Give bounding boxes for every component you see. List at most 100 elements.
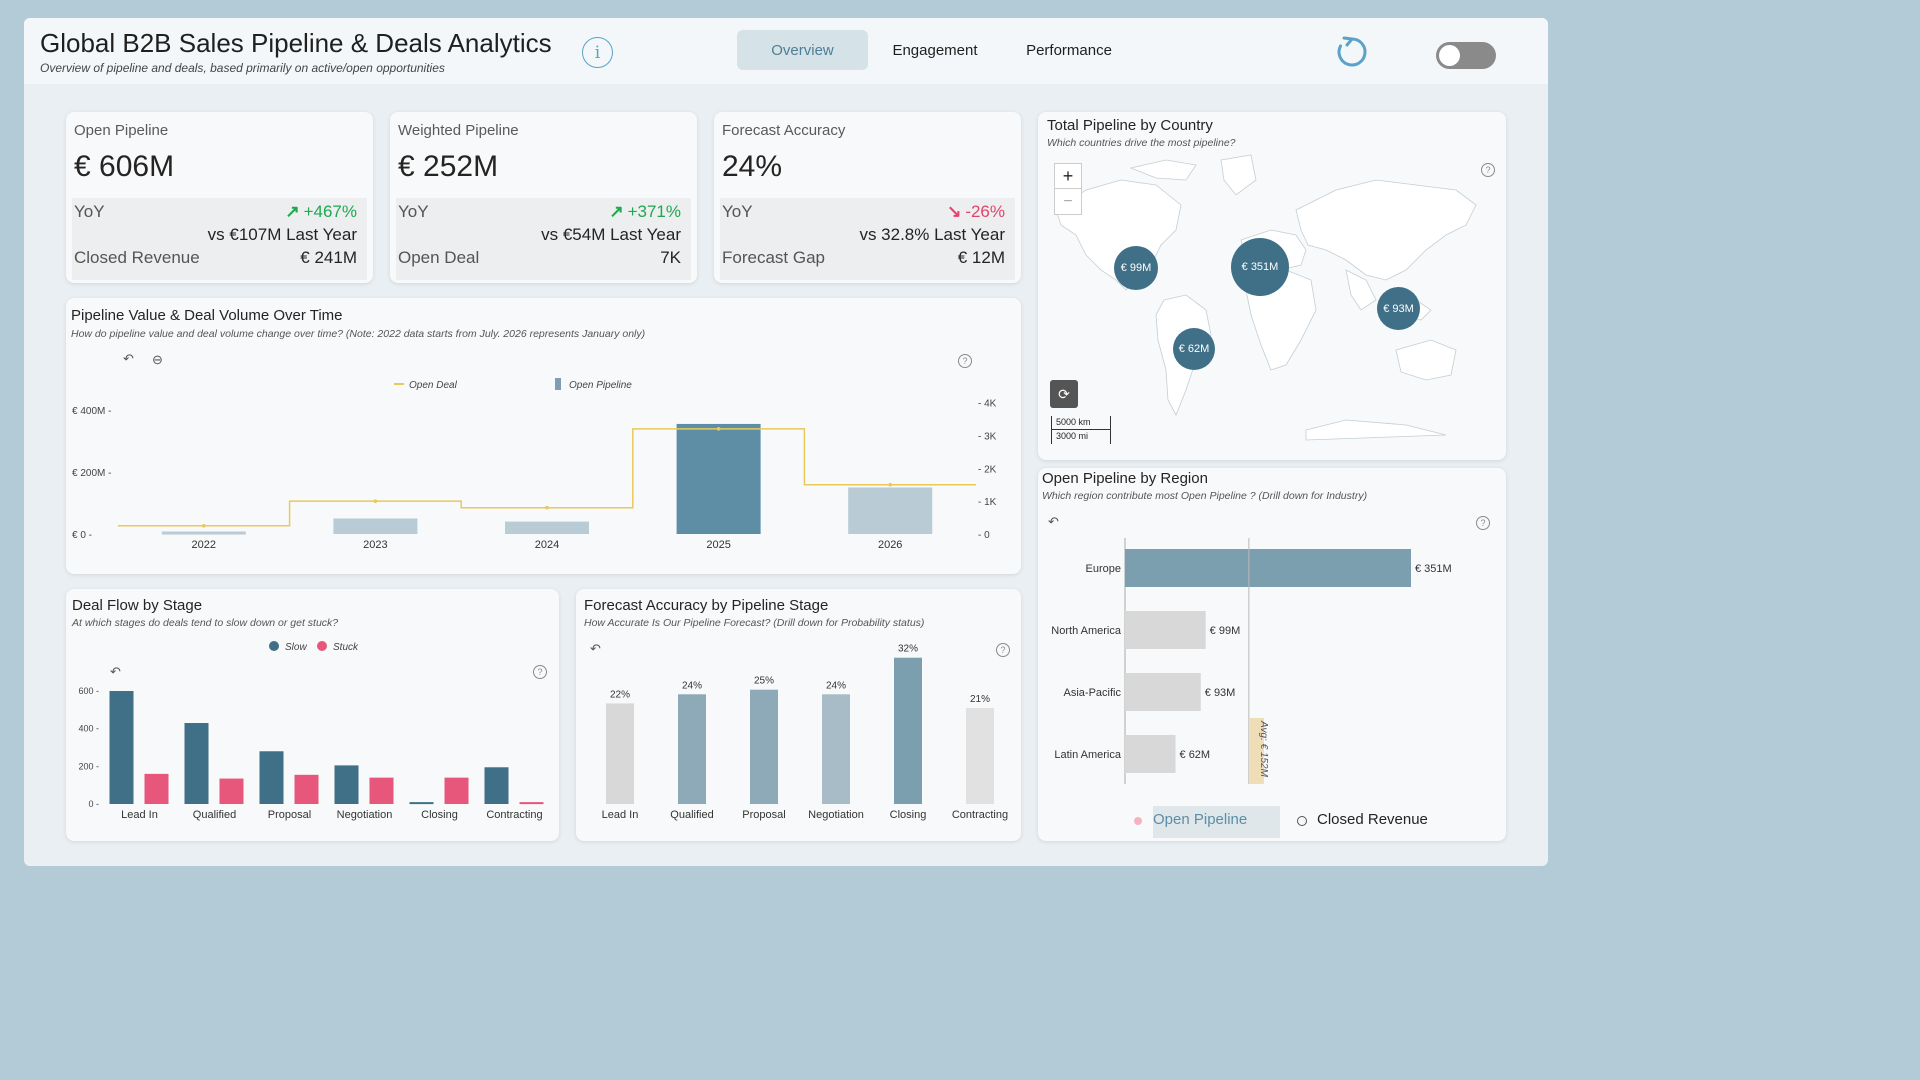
region-bar — [1125, 735, 1176, 773]
arrow-up-icon: ↗ — [609, 202, 624, 221]
x-tick-label: 2026 — [878, 539, 902, 551]
legend-open-pipeline-highlight — [1153, 806, 1280, 838]
region-card: Open Pipeline by Region Which region con… — [1038, 468, 1506, 841]
toggle-knob — [1439, 45, 1460, 66]
page-title: Global B2B Sales Pipeline & Deals Analyt… — [40, 28, 552, 58]
zoom-out-icon[interactable]: ⊖ — [152, 352, 163, 367]
map-bubble-north-america[interactable]: € 99M — [1114, 246, 1158, 290]
x-tick-label: 2024 — [535, 539, 559, 551]
help-icon[interactable]: ? — [1476, 516, 1490, 530]
stuck-bar — [369, 777, 394, 804]
kpi-yoy-change: ↗ +371% — [609, 202, 681, 222]
help-icon[interactable]: ? — [533, 665, 547, 679]
deal-flow-chart-svg: Slow Stuck 0 - 200 - 400 - 600 - Lead In Qualif… — [78, 641, 544, 821]
kpi-footer-value: 7K — [660, 248, 681, 267]
pipeline-bar — [676, 423, 761, 534]
kpi-footer-value: € 241M — [300, 248, 357, 267]
data-label: 32% — [898, 644, 918, 655]
map-scale-mi: 3000 mi — [1056, 431, 1089, 441]
y-tick-label: € 400M - — [72, 406, 111, 417]
kpi-yoy-label: YoY — [74, 202, 105, 221]
drill-up-icon[interactable]: ↶ — [1048, 514, 1059, 529]
kpi-yoy-change: ↗ +467% — [285, 202, 357, 222]
zoom-out-button[interactable]: − — [1063, 193, 1073, 210]
tab-overview[interactable]: Overview — [737, 30, 868, 70]
accuracy-bar — [894, 657, 922, 804]
legend-open-pipeline-swatch — [555, 378, 561, 390]
region-label: Latin America — [1054, 749, 1122, 761]
kpi-detail-band — [396, 198, 691, 280]
slow-bar — [259, 751, 284, 804]
kpi-label: Forecast Accuracy — [722, 122, 846, 139]
info-icon[interactable]: i — [582, 37, 613, 68]
deal-flow-card: Deal Flow by Stage At which stages do de… — [66, 589, 559, 841]
map-card: Total Pipeline by Country Which countrie… — [1038, 112, 1506, 460]
kpi-footer-label: Forecast Gap — [722, 248, 825, 267]
region-bar — [1125, 673, 1201, 711]
legend-open-deal-label: Open Deal — [409, 380, 458, 391]
slow-bar — [484, 767, 509, 804]
data-label: 24% — [682, 680, 702, 691]
accuracy-bar — [750, 689, 778, 804]
world-map[interactable] — [1046, 150, 1502, 456]
visual-title: Total Pipeline by Country — [1047, 117, 1213, 134]
theme-toggle[interactable] — [1436, 42, 1496, 69]
x-tick-label: Qualified — [670, 809, 713, 821]
legend-slow-label: Slow — [285, 642, 307, 653]
region-chart-svg: Europe € 351M North America € 99M Asia-Pacif… — [1051, 538, 1452, 784]
kpi-footer-value: € 12M — [957, 248, 1005, 267]
x-tick-label: Contracting — [952, 809, 1008, 821]
visual-subtitle: Which countries drive the most pipeline? — [1047, 137, 1236, 149]
pipeline-bar — [505, 521, 589, 534]
stuck-bar — [519, 802, 544, 805]
visual-title: Open Pipeline by Region — [1042, 470, 1208, 487]
help-icon[interactable]: ? — [996, 643, 1010, 657]
open-deal-point — [545, 505, 549, 510]
accuracy-bar — [678, 694, 706, 804]
map-scale-divider — [1051, 429, 1111, 430]
kpi-yoy-row: YoY ↗ +371% — [398, 202, 681, 222]
legend-closed-revenue-button[interactable]: Closed Revenue — [1317, 811, 1428, 828]
visual-subtitle: Which region contribute most Open Pipeli… — [1042, 490, 1368, 502]
region-label: North America — [1051, 625, 1122, 637]
refresh-icon[interactable] — [1334, 34, 1370, 70]
x-tick-label: Negotiation — [808, 809, 864, 821]
open-deal-point — [716, 427, 721, 431]
legend-closed-revenue-dot — [1297, 816, 1307, 826]
accuracy-bar — [966, 708, 994, 804]
x-tick-label: Proposal — [742, 809, 785, 821]
drill-up-icon[interactable]: ↶ — [590, 641, 601, 656]
drill-up-icon[interactable]: ↶ — [123, 351, 134, 366]
map-bubble-latin-america[interactable]: € 62M — [1173, 328, 1215, 370]
data-label: 25% — [754, 676, 774, 687]
region-bar — [1125, 549, 1411, 587]
slow-bar — [409, 802, 434, 805]
kpi-footer-row: Open Deal 7K — [398, 248, 681, 268]
map-reset-icon[interactable]: ⟳ — [1050, 380, 1078, 408]
help-icon[interactable]: ? — [958, 354, 972, 368]
tab-engagement[interactable]: Engagement — [892, 41, 978, 59]
y-tick-label: € 0 - — [72, 530, 92, 541]
x-tick-label: Contracting — [486, 809, 542, 821]
legend-open-pipeline-dot — [1134, 817, 1142, 825]
map-bubble-asia-pacific[interactable]: € 93M — [1377, 287, 1420, 330]
kpi-yoy-value: +371% — [627, 202, 681, 221]
kpi-value: € 606M — [74, 150, 175, 183]
legend-open-pipeline-button[interactable]: Open Pipeline — [1153, 811, 1248, 828]
kpi-card-weighted-pipeline: Weighted Pipeline € 252M YoY ↗ +371% vs €… — [390, 112, 697, 283]
help-icon[interactable]: ? — [1481, 163, 1495, 177]
tab-performance[interactable]: Performance — [1026, 41, 1112, 59]
y2-tick-label: - 2K — [978, 464, 997, 475]
pipeline-time-card: Pipeline Value & Deal Volume Over Time H… — [66, 298, 1021, 574]
x-tick-label: Lead In — [121, 809, 158, 821]
map-bubble-europe[interactable]: € 351M — [1231, 238, 1289, 296]
kpi-yoy-value: +467% — [303, 202, 357, 221]
kpi-yoy-row: YoY ↘ -26% — [722, 202, 1005, 222]
drill-up-icon[interactable]: ↶ — [110, 664, 121, 679]
stuck-bar — [144, 773, 169, 804]
zoom-in-button[interactable]: + — [1054, 163, 1082, 189]
kpi-comparison-row: vs €107M Last Year — [74, 225, 357, 245]
kpi-card-open-pipeline: Open Pipeline € 606M YoY ↗ +467% vs €107M… — [66, 112, 373, 283]
pipeline-bar — [161, 531, 246, 535]
kpi-footer-label: Closed Revenue — [74, 248, 200, 267]
